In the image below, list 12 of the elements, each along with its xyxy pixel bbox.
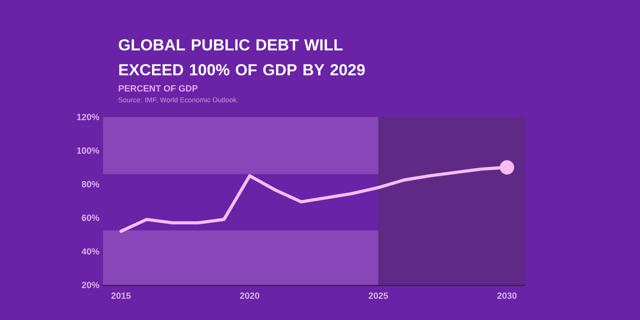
- y-tick-label: 120%: [77, 114, 100, 120]
- y-tick-label: 100%: [77, 147, 100, 154]
- x-tick-label: 2015: [111, 292, 131, 299]
- y-tick-label: 20%: [82, 282, 100, 288]
- chart-title: GLOBAL PUBLIC DEBT WILL EXCEED 100% OF GDP BY 2029: [118, 39, 365, 76]
- x-tick-label: 2030: [497, 292, 517, 299]
- y-tick-label: 40%: [82, 248, 100, 255]
- y-tick-label: 80%: [82, 181, 100, 188]
- chart-subtitle: PERCENT OF GDP: [118, 85, 198, 92]
- y-tick-label: 60%: [82, 214, 100, 221]
- x-tick-label: 2025: [368, 292, 388, 299]
- x-tick-label: 2020: [240, 292, 260, 299]
